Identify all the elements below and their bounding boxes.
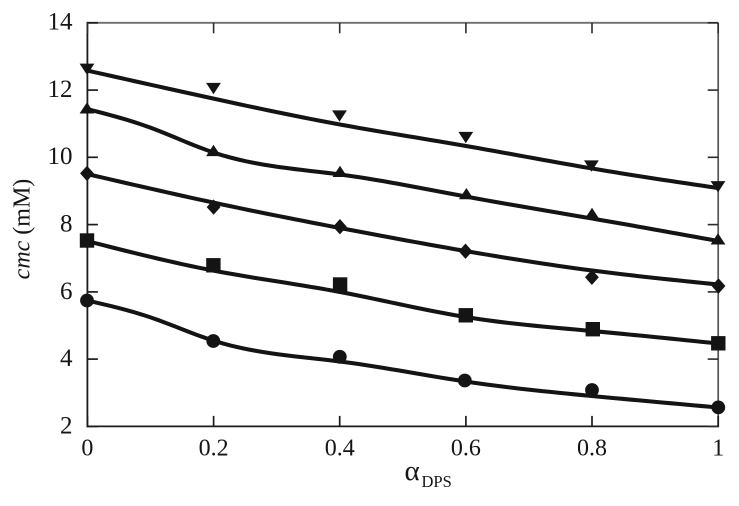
svg-text:α: α xyxy=(405,455,420,487)
svg-text:4: 4 xyxy=(60,345,73,372)
svg-text:0.6: 0.6 xyxy=(451,436,481,462)
svg-text:2: 2 xyxy=(60,412,73,439)
svg-text:0.2: 0.2 xyxy=(199,436,229,462)
svg-text:14: 14 xyxy=(48,9,74,36)
svg-text:12: 12 xyxy=(48,76,73,103)
svg-text:DPS: DPS xyxy=(422,472,452,491)
svg-text:0.4: 0.4 xyxy=(325,436,355,462)
svg-text:0.8: 0.8 xyxy=(577,436,607,462)
svg-text:8: 8 xyxy=(60,211,73,238)
svg-text:cmc (mM): cmc (mM) xyxy=(10,179,36,280)
svg-text:0: 0 xyxy=(81,436,93,462)
svg-text:1: 1 xyxy=(712,436,724,462)
svg-text:10: 10 xyxy=(48,143,73,170)
svg-text:6: 6 xyxy=(60,278,73,305)
